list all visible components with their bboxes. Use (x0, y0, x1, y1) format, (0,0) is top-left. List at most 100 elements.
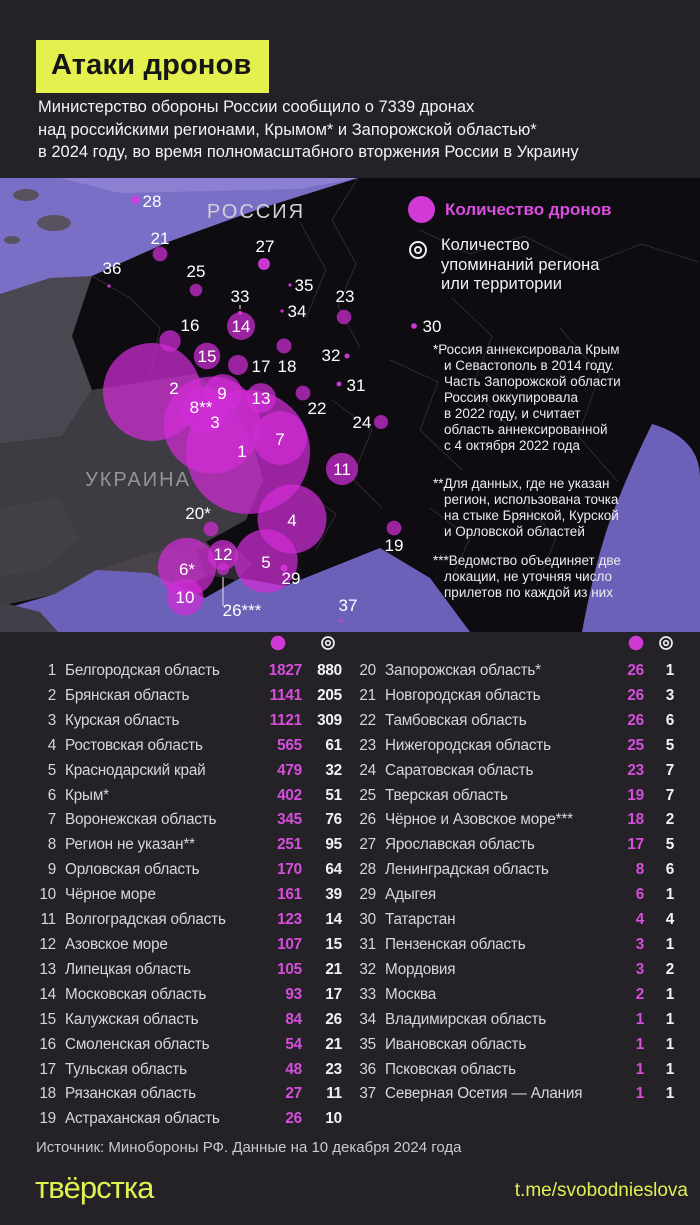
region-name: Орловская область (65, 861, 200, 879)
table-row: 16 Смоленская область 54 21 (32, 1033, 342, 1058)
drones-count: 4 (635, 911, 645, 929)
drones-count: 402 (277, 786, 302, 804)
map-bubble (336, 309, 352, 325)
bubble-number-label: 26*** (223, 601, 262, 620)
table-row: 14 Московская область 93 17 (32, 983, 342, 1008)
bubble-number-label: 23 (336, 287, 355, 306)
telegram-link[interactable]: t.me/svobodnieslova (514, 1180, 688, 1201)
bubble-number-label: 35 (295, 276, 314, 295)
table-row: 6 Крым* 402 51 (32, 784, 343, 809)
bubble-number-label: 27 (256, 237, 275, 256)
region-rank: 24 (359, 761, 376, 779)
mentions-count: 95 (325, 836, 342, 854)
map-canvas: РОССИЯ УКРАИНА 123456*78**91011121314151… (0, 177, 700, 632)
region-rank: 25 (359, 786, 376, 804)
table-row: 25 Тверская область 19 7 (352, 784, 674, 809)
drones-count: 251 (277, 836, 302, 854)
mentions-column-icon (321, 636, 335, 650)
mentions-count: 76 (325, 811, 342, 829)
mentions-count: 11 (326, 1085, 342, 1103)
drones-count: 1 (635, 1010, 645, 1028)
region-rank: 3 (47, 711, 57, 729)
mentions-count: 880 (317, 662, 342, 679)
region-rank: 30 (359, 911, 376, 929)
table-row: 36 Псковская область 1 1 (352, 1058, 674, 1083)
bubble-number-label: 33 (231, 287, 250, 306)
drones-count: 26 (285, 1110, 302, 1128)
mentions-count: 26 (325, 1010, 342, 1028)
region-name: Запорожская область* (385, 662, 541, 679)
bubble-number-label: 34 (288, 302, 307, 321)
map-bubble (325, 452, 359, 486)
drones-count: 26 (627, 662, 644, 679)
table-row: 18 Рязанская область 27 11 (32, 1082, 342, 1107)
drones-count: 1121 (269, 711, 303, 729)
map-bubble (280, 564, 288, 572)
region-rank: 31 (359, 935, 376, 953)
bubble-number-label: 1 (237, 442, 246, 461)
mentions-count: 6 (665, 711, 675, 729)
drones-count: 345 (277, 811, 302, 829)
map-bubble (386, 520, 402, 536)
map-bubble (203, 521, 219, 537)
drones-count: 8 (635, 861, 645, 879)
drones-count: 27 (285, 1085, 302, 1103)
region-name: Липецкая область (65, 960, 191, 978)
region-name: Курская область (65, 711, 180, 729)
region-name: Калужская область (65, 1010, 199, 1028)
drones-legend-label: Количество дронов (445, 200, 612, 219)
drones-count: 93 (285, 985, 302, 1003)
region-rank: 35 (359, 1035, 376, 1053)
map-bubble (336, 381, 342, 387)
drones-count: 3 (635, 960, 645, 978)
bubble-number-label: 3 (210, 413, 219, 432)
subtitle: Министерство обороны России сообщило о 7… (38, 98, 579, 161)
source-note: Источник: Минобороны РФ. Данные на 10 де… (36, 1139, 462, 1156)
bubble-number-label: 4 (287, 511, 296, 530)
region-rank: 19 (39, 1110, 56, 1128)
mentions-count: 4 (665, 911, 675, 929)
bubble-number-label: 11 (333, 460, 351, 479)
region-name: Ивановская область (385, 1035, 527, 1053)
region-rank: 2 (47, 686, 57, 704)
table-row: 33 Москва 2 1 (352, 983, 674, 1008)
table-row: 28 Ленинградская область 8 6 (352, 858, 674, 883)
map-bubble (189, 283, 203, 297)
bubble-number-label: 36 (103, 259, 122, 278)
mentions-count: 21 (325, 960, 342, 978)
region-rank: 22 (359, 711, 376, 729)
region-name: Московская область (65, 985, 207, 1003)
drones-count: 161 (277, 886, 302, 904)
bubble-number-label: 9 (217, 384, 226, 403)
drones-count: 1 (635, 1060, 645, 1078)
map-bubble (295, 385, 311, 401)
drones-count: 25 (627, 736, 644, 754)
table-row: 27 Ярославская область 17 5 (352, 833, 674, 858)
region-name: Рязанская область (65, 1085, 196, 1103)
region-name: Новгородская область (385, 686, 541, 704)
bubble-number-label: 10 (176, 588, 195, 607)
region-name: Пензенская область (385, 935, 526, 953)
drones-count: 1 (635, 1035, 645, 1053)
bubble-number-label: 5 (261, 553, 270, 572)
region-name: Ярославская область (385, 836, 535, 854)
map-footnotes: *Россия аннексировала Крым и Севастополь … (433, 342, 695, 601)
region-rank: 32 (359, 960, 376, 978)
region-name: Ростовская область (65, 736, 203, 754)
mentions-count: 2 (665, 811, 675, 829)
drones-count: 54 (285, 1035, 302, 1053)
bubble-number-label: 21 (151, 229, 170, 248)
map-bubble (339, 619, 343, 623)
region-rank: 26 (359, 811, 376, 829)
bubble-number-label: 19 (385, 536, 404, 555)
table-row: 31 Пензенская область 3 1 (352, 933, 674, 958)
mentions-count: 1 (665, 886, 675, 904)
title-box: Атаки дронов (36, 40, 269, 93)
drones-count: 48 (285, 1060, 302, 1078)
mentions-count: 1 (665, 1010, 675, 1028)
region-rank: 11 (40, 911, 57, 929)
mentions-legend-label: Количество упоминаний региона или территор… (441, 236, 600, 293)
map-bubble (228, 355, 248, 375)
